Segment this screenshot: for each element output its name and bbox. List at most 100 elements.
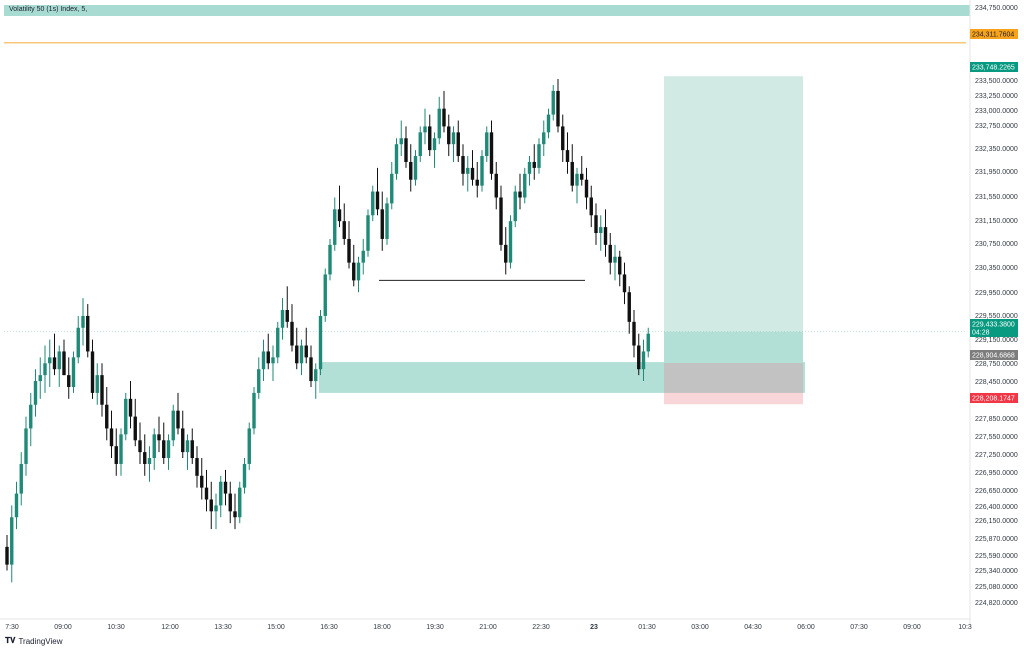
time-tick-label: 10:3 <box>958 624 972 631</box>
candle-body <box>618 256 622 275</box>
candle-body <box>124 398 128 435</box>
candle <box>157 416 161 453</box>
target-price-tag-text: 233,748.2265 <box>972 65 1015 72</box>
candle <box>252 386 256 435</box>
candle-body <box>38 375 42 382</box>
candle-body <box>461 156 465 174</box>
candle <box>641 339 646 382</box>
candle <box>518 173 522 210</box>
candle-body <box>247 428 251 464</box>
candle-body <box>328 244 332 275</box>
candle-body <box>52 357 57 370</box>
entry-overlap-zone <box>664 363 803 393</box>
current-price-tag: 229,433.3800 <box>970 319 1018 329</box>
candle <box>622 262 627 305</box>
candle <box>632 310 636 358</box>
candle <box>304 327 308 364</box>
candle <box>461 144 465 186</box>
candle-body <box>551 90 555 115</box>
candle <box>561 114 565 162</box>
candle-body <box>162 440 166 459</box>
candle <box>24 416 28 476</box>
candle-body <box>352 262 356 281</box>
candle <box>181 410 185 459</box>
candle <box>119 428 123 476</box>
candle-body <box>356 262 361 281</box>
candle-body <box>394 144 399 174</box>
candle <box>537 138 541 174</box>
candle <box>266 333 270 370</box>
candle-body <box>475 179 479 186</box>
price-tick-label: 227,850.0000 <box>975 416 1018 423</box>
candle-body <box>404 138 408 162</box>
candle-body <box>499 197 503 245</box>
candle <box>546 108 551 139</box>
price-tick-label: 225,870.0000 <box>975 536 1018 543</box>
price-tags-layer: 234,311.7604 233,748.2265 229,433.380004:2… <box>970 29 1018 403</box>
candle <box>67 357 71 399</box>
candle <box>124 392 128 441</box>
candle-body <box>333 209 337 245</box>
candle <box>394 138 399 180</box>
candle <box>143 434 147 476</box>
candle-body <box>399 138 403 145</box>
candle <box>456 120 460 162</box>
candle <box>5 535 9 571</box>
candle <box>100 363 104 417</box>
candle <box>219 475 223 518</box>
candle <box>261 339 266 382</box>
candle-body <box>580 173 584 180</box>
candle <box>599 215 603 251</box>
brand-label: TradingView <box>18 636 63 646</box>
price-tick-label: 231,150.0000 <box>975 218 1018 225</box>
candle <box>81 298 85 346</box>
orange-level-tag-text: 234,311.7604 <box>972 32 1014 39</box>
candle-body <box>546 114 551 133</box>
stop-price-tag-text: 228,208.1747 <box>972 396 1015 403</box>
candle-body <box>366 215 370 251</box>
time-tick-label: 16:30 <box>320 624 338 631</box>
countdown-tag-text: 04:28 <box>972 330 990 337</box>
candle-body <box>375 191 380 210</box>
candle-body <box>14 493 19 518</box>
countdown-tag-bg <box>970 327 1018 337</box>
candle <box>466 156 470 192</box>
candle-body <box>143 452 147 464</box>
candle-body <box>637 345 641 370</box>
price-tick-label: 230,750.0000 <box>975 241 1018 248</box>
candle-body <box>561 126 565 151</box>
candle-body <box>290 321 294 346</box>
candle <box>523 167 527 204</box>
candle-body <box>641 351 646 370</box>
candle <box>333 197 337 251</box>
candle <box>223 469 228 506</box>
candle <box>380 191 384 251</box>
candle <box>371 185 375 222</box>
candle-body <box>242 463 247 488</box>
candle-body <box>43 363 47 376</box>
candle <box>257 357 261 399</box>
candle <box>19 452 23 506</box>
candle-body <box>176 410 180 429</box>
price-tick-label: 225,340.0000 <box>975 568 1018 575</box>
candle-body <box>613 256 617 263</box>
candle-body <box>361 250 365 263</box>
candle-body <box>67 375 71 387</box>
price-tick-label: 224,820.0000 <box>975 600 1018 607</box>
price-tick-label: 230,350.0000 <box>975 265 1018 272</box>
candle-body <box>347 238 351 263</box>
candle <box>361 238 365 275</box>
target-price-tag: 233,748.2265 <box>970 62 1018 72</box>
candle-body <box>266 351 270 364</box>
candle-body <box>24 428 28 464</box>
stop-price-tag: 228,208.1747 <box>970 393 1018 403</box>
time-tick-label: 21:00 <box>479 624 497 631</box>
candle-body <box>105 404 109 429</box>
time-axis: 7:30 09:00 10:30 12:00 13:30 15:00 16:30 18:00 1… <box>0 618 972 631</box>
candle-body <box>219 481 223 506</box>
candle <box>347 221 351 269</box>
candle <box>71 351 76 393</box>
candle <box>575 167 579 204</box>
candle <box>209 481 213 530</box>
